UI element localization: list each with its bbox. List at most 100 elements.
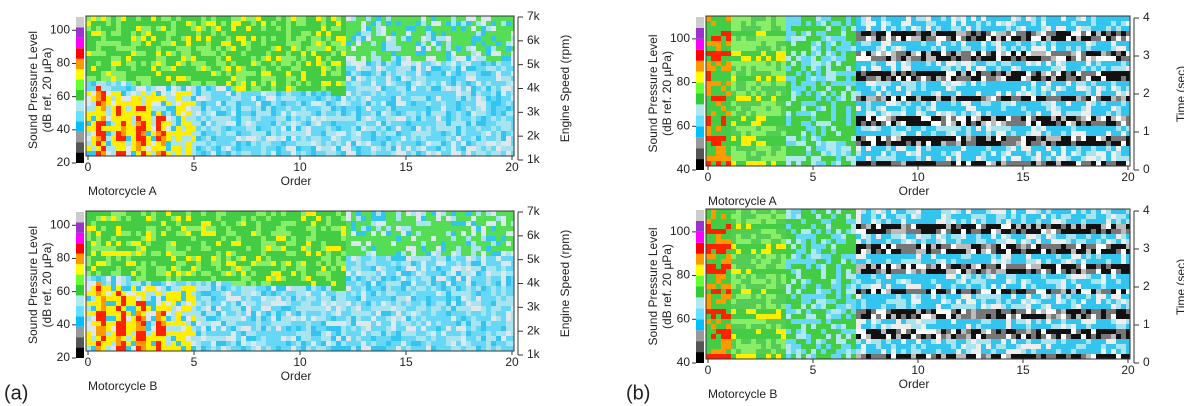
heatmap-cell [156,71,161,76]
heatmap-cell [176,26,181,31]
heatmap-cell [351,336,356,341]
heatmap-cell [206,101,211,106]
heatmap-cell [486,31,491,36]
heatmap-cell [366,246,371,251]
heatmap-cell [296,21,301,26]
heatmap-cell [311,151,316,156]
heatmap-cell [406,16,411,21]
heatmap-cell [206,256,211,261]
heatmap-cell [301,261,306,266]
heatmap-cell [151,61,156,66]
heatmap-cell [386,286,391,291]
heatmap-cell [231,246,236,251]
heatmap-cell [251,16,256,21]
heatmap-cell [446,301,451,306]
heatmap-cell [216,291,221,296]
heatmap-cell [421,101,426,106]
heatmap-cell [216,236,221,241]
heatmap-cell [501,31,506,36]
heatmap-cell [361,146,366,151]
heatmap-cell [506,41,511,46]
heatmap-cell [416,341,421,346]
heatmap-cell [186,236,191,241]
heatmap-cell [361,36,366,41]
heatmap-cell [406,101,411,106]
y2-tick-label: 6k [527,228,541,242]
heatmap-cell [221,271,226,276]
heatmap-cell [396,296,401,301]
heatmap-cell [136,331,141,336]
heatmap-cell [101,21,106,26]
heatmap-cell [446,81,451,86]
heatmap-cell [431,261,436,266]
heatmap-cell [336,301,341,306]
heatmap-cell [436,306,441,311]
heatmap-cell [356,246,361,251]
heatmap-cell [466,81,471,86]
heatmap-cell [276,76,281,81]
heatmap-cell [491,231,496,236]
heatmap-cell [276,81,281,86]
heatmap-cell [311,86,316,91]
heatmap-cell [471,261,476,266]
heatmap-cell [236,111,241,116]
heatmap-cell [316,96,321,101]
heatmap-cell [216,131,221,136]
heatmap-cell [191,276,196,281]
heatmap-cell [101,41,106,46]
colorbar-swatch [76,212,84,222]
heatmap-cell [371,226,376,231]
heatmap-cell [426,276,431,281]
heatmap-cell [301,326,306,331]
heatmap-cell [101,211,106,216]
heatmap-cell [101,256,106,261]
heatmap-cell [316,61,321,66]
heatmap-cell [491,316,496,321]
heatmap-cell [131,41,136,46]
heatmap-cell [316,56,321,61]
heatmap-cell [446,321,451,326]
heatmap-cell [226,121,231,126]
heatmap-cell [501,61,506,66]
heatmap-cell [321,221,326,226]
heatmap-cell [446,106,451,111]
heatmap-cell [481,266,486,271]
heatmap-cell [406,96,411,101]
heatmap-cell [136,246,141,251]
heatmap-cell [491,341,496,346]
heatmap-cell [136,276,141,281]
heatmap-cell [121,231,126,236]
heatmap-cell [156,276,161,281]
heatmap-cell [441,31,446,36]
heatmap-cell [466,66,471,71]
heatmap-cell [186,311,191,316]
heatmap-cell [331,126,336,131]
heatmap-cell [381,316,386,321]
heatmap-cell [396,261,401,266]
heatmap-cell [496,51,501,56]
heatmap-cell [371,221,376,226]
heatmap-cell [341,56,346,61]
heatmap-cell [221,336,226,341]
heatmap-cell [306,71,311,76]
heatmap-cell [226,116,231,121]
heatmap-cell [421,286,426,291]
heatmap-cell [441,261,446,266]
heatmap-cell [486,281,491,286]
heatmap-cell [191,306,196,311]
heatmap-cell [131,251,136,256]
heatmap-cell [421,321,426,326]
heatmap-cell [286,296,291,301]
heatmap-cell [416,36,421,41]
heatmap-cell [176,76,181,81]
heatmap-cell [221,326,226,331]
heatmap-cell [276,331,281,336]
heatmap-cell [256,251,261,256]
heatmap-cell [366,46,371,51]
heatmap-cell [96,261,101,266]
y2-tick-label: 5k [527,57,541,71]
heatmap-cell [141,81,146,86]
heatmap-cell [401,126,406,131]
heatmap-cell [226,211,231,216]
heatmap-cell [296,26,301,31]
